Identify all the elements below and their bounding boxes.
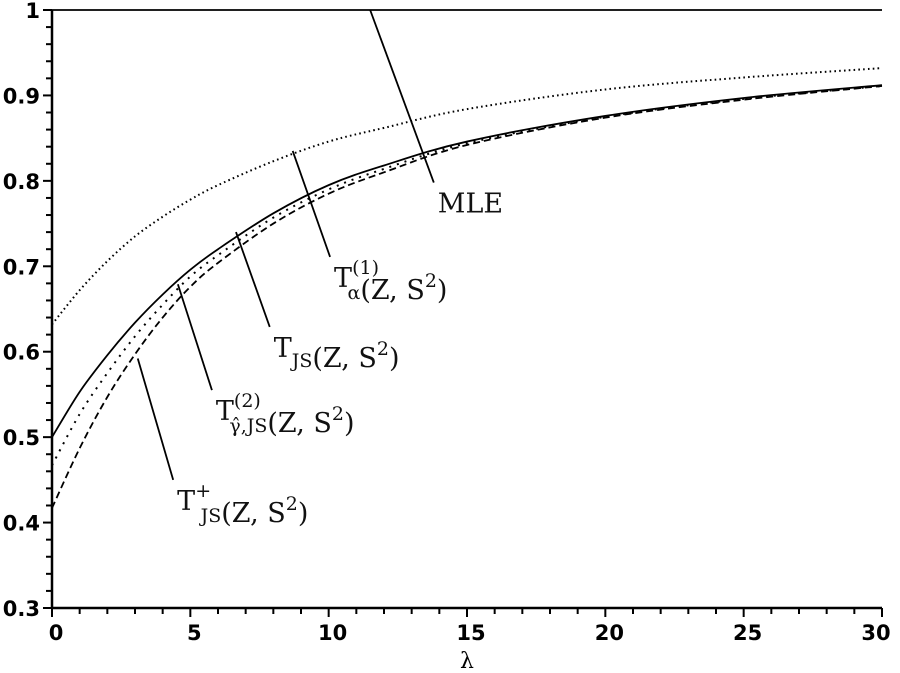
y-tick-label: 0.5: [3, 426, 40, 450]
x-tick-label: 10: [318, 621, 347, 645]
y-tick-label: 1: [25, 0, 40, 23]
annotation-leader-line: [177, 283, 213, 391]
y-tick-label: 0.7: [3, 255, 40, 279]
x-tick-label: 30: [861, 621, 890, 645]
curves: [51, 9, 883, 509]
annotation-label: TJS(Z, S2): [274, 333, 400, 374]
series-t-js-z-s: [51, 85, 883, 509]
y-tick-label: 0.9: [3, 84, 40, 108]
x-tick-label: 5: [187, 621, 202, 645]
annotation-leaders: [136, 9, 435, 481]
y-tick-label: 0.6: [3, 341, 40, 365]
y-tick-label: 0.3: [3, 597, 40, 621]
x-axis-title: λ: [460, 649, 474, 673]
annotation-leader-line: [235, 231, 271, 328]
x-tick-label: 15: [456, 621, 485, 645]
y-tick-label: 0.8: [3, 170, 40, 194]
series-t-js-z-s: [51, 84, 883, 438]
annotation-label: T(1) α(Z, S2): [334, 257, 447, 306]
series-t-js-2-z-s: [51, 85, 883, 466]
x-tick-label: 20: [595, 621, 624, 645]
annotation-label: T(2) γ̂,JS(Z, S2): [216, 390, 355, 439]
axes: 0 5 10 15 20 25 30 0.3 0.4 0.5 0.6 0.7 0.8 0.9 1: [3, 0, 891, 645]
annotation-labels: MLE T(1) α(Z, S2) TJS(Z, S2) T(2) γ̂,JS(Z, S2…: [177, 189, 503, 529]
y-tick-label: 0.4: [3, 512, 40, 536]
annotation-label: T+ JS(Z, S2): [177, 480, 308, 529]
annotation-leader-line: [136, 358, 175, 481]
annotation-label: MLE: [438, 189, 503, 220]
x-tick-label: 0: [49, 621, 64, 645]
annotation-leader-line: [369, 9, 435, 183]
annotation-leader-line: [291, 150, 331, 258]
x-tick-label: 25: [733, 621, 762, 645]
